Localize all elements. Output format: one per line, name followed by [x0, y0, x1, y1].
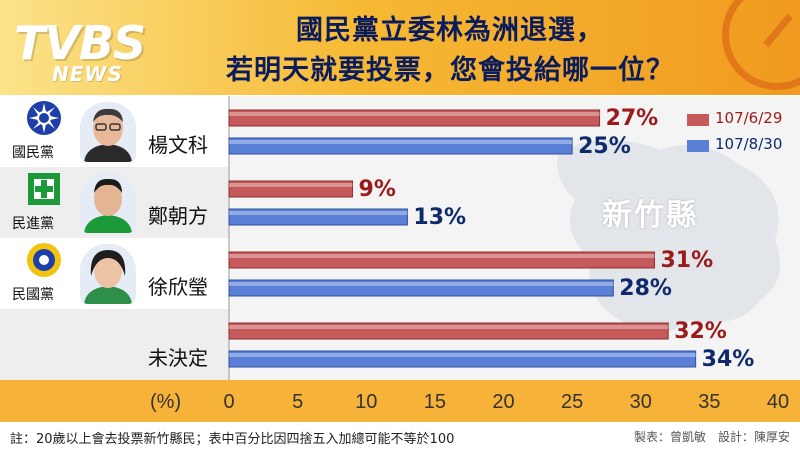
- legend-label: 107/8/30: [715, 135, 783, 153]
- logo-subtext: NEWS: [52, 62, 123, 86]
- legend-label: 107/6/29: [715, 109, 783, 127]
- legend-item: 107/8/30: [687, 134, 795, 160]
- county-label: 新竹縣: [602, 198, 698, 233]
- bar-highlight: [229, 325, 669, 329]
- party-label: 國民黨: [12, 145, 54, 161]
- legend-item: 107/6/29: [687, 108, 795, 134]
- candidate-row-mkt: 民國黨 徐欣瑩: [0, 238, 229, 309]
- chart-title-line1: 國民黨立委林為洲退選，: [296, 15, 604, 46]
- data-label: 34%: [702, 347, 755, 372]
- mkt-emblem-icon: [27, 243, 61, 277]
- candidate-photo: [80, 173, 136, 233]
- x-tick-label: 15: [424, 391, 446, 413]
- bar-highlight: [229, 140, 573, 144]
- candidate-photo: [80, 102, 136, 162]
- legend-swatch-blue: [687, 140, 709, 152]
- x-tick-label: 25: [561, 391, 583, 413]
- x-tick-label: 5: [292, 391, 303, 413]
- bar-highlight: [229, 211, 408, 215]
- party-label: 民國黨: [12, 287, 54, 303]
- legend-swatch-red: [687, 114, 709, 126]
- party-label: 民進黨: [12, 216, 54, 232]
- x-tick-label: 10: [355, 391, 377, 413]
- bar: [228, 350, 697, 368]
- bar-highlight: [229, 183, 353, 187]
- chart-title-line2: 若明天就要投票，您會投給哪一位？: [226, 55, 674, 86]
- bar: [228, 322, 669, 340]
- axis-band: [0, 380, 800, 422]
- axis-unit-label: (%): [150, 391, 181, 413]
- legend: 107/6/29 107/8/30: [687, 108, 795, 160]
- logo-wordmark: TVBS: [14, 16, 146, 70]
- data-label: 9%: [359, 177, 396, 202]
- bar: [228, 208, 408, 226]
- candidate-name: 楊文科: [148, 133, 208, 157]
- x-tick-label: 30: [630, 391, 652, 413]
- bar: [228, 180, 354, 198]
- data-label: 13%: [413, 205, 466, 230]
- bar: [228, 109, 601, 127]
- header-banner: TVBS NEWS 國民黨立委林為洲退選， 若明天就要投票，您會投給哪一位？: [0, 0, 800, 95]
- data-label: 32%: [674, 319, 727, 344]
- data-label: 28%: [619, 276, 672, 301]
- footer-bar: [0, 422, 800, 449]
- footnote: 註：20歲以上會去投票新竹縣民；表中百分比因四捨五入加總可能不等於100: [10, 432, 455, 447]
- data-label: 25%: [578, 134, 631, 159]
- bar: [228, 251, 655, 269]
- vote-stamp-icon: [722, 0, 800, 90]
- candidate-name: 徐欣瑩: [148, 275, 208, 299]
- bar: [228, 279, 614, 297]
- candidate-row-dpp: 民進黨 鄭朝方: [0, 167, 229, 238]
- candidate-name: 未決定: [148, 346, 208, 370]
- data-label: 31%: [660, 248, 713, 273]
- candidate-name: 鄭朝方: [148, 204, 208, 228]
- x-tick-label: 0: [223, 391, 234, 413]
- bar-highlight: [229, 353, 696, 357]
- credit: 製表：曾凱敏 設計：陳厚安: [633, 430, 790, 444]
- candidate-row-bg: [0, 309, 229, 380]
- bar-highlight: [229, 112, 600, 116]
- x-tick-label: 40: [767, 391, 789, 413]
- bar: [228, 137, 573, 155]
- bar-highlight: [229, 254, 655, 258]
- kmt-emblem-icon: [27, 101, 61, 135]
- candidate-photo: [80, 244, 136, 304]
- candidate-row-kmt: 國民黨 楊文科: [0, 96, 229, 167]
- dpp-emblem-icon: [28, 173, 60, 205]
- tvbs-logo: TVBS NEWS: [14, 10, 174, 90]
- data-label: 27%: [606, 106, 659, 131]
- x-tick-label: 35: [698, 391, 720, 413]
- x-tick-label: 20: [492, 391, 514, 413]
- candidate-row-undecided: 未決定: [0, 309, 229, 380]
- bar-highlight: [229, 282, 614, 286]
